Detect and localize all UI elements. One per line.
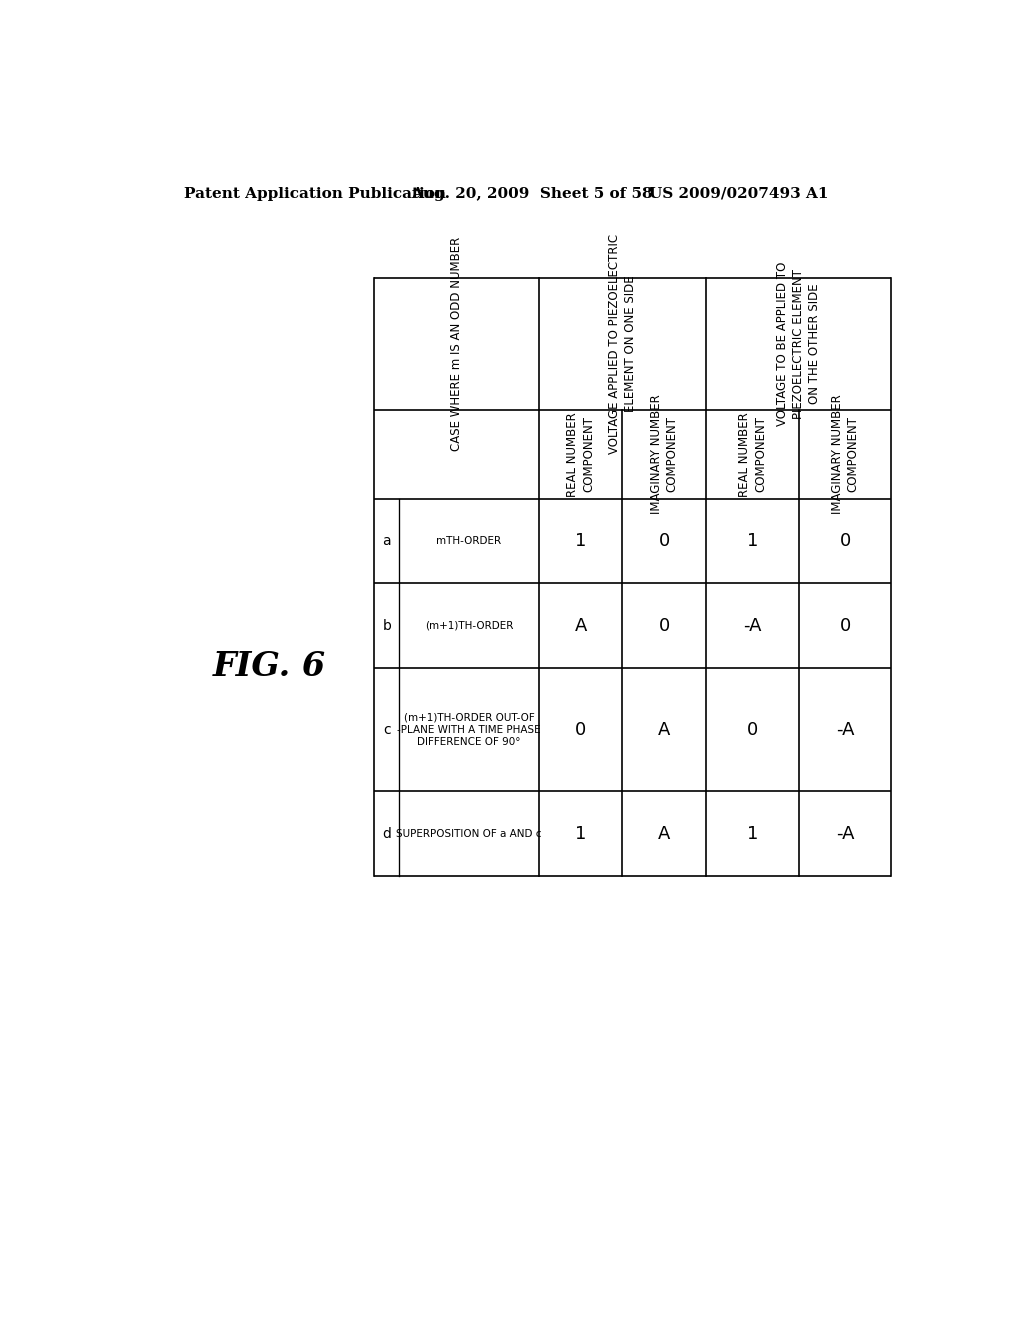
Text: 0: 0 [658,616,670,635]
Text: mTH-ORDER: mTH-ORDER [436,536,502,546]
Text: 0: 0 [840,616,851,635]
Text: c: c [383,723,391,737]
Text: REAL NUMBER
COMPONENT: REAL NUMBER COMPONENT [738,412,767,496]
Text: Aug. 20, 2009  Sheet 5 of 58: Aug. 20, 2009 Sheet 5 of 58 [411,187,652,201]
Text: -A: -A [743,616,762,635]
Text: VOLTAGE TO BE APPLIED TO
PIEZOELECTRIC ELEMENT
ON THE OTHER SIDE: VOLTAGE TO BE APPLIED TO PIEZOELECTRIC E… [776,261,821,426]
Text: 0: 0 [840,532,851,550]
Text: REAL NUMBER
COMPONENT: REAL NUMBER COMPONENT [566,412,595,496]
Text: Patent Application Publication: Patent Application Publication [183,187,445,201]
Text: 0: 0 [658,532,670,550]
Text: d: d [382,826,391,841]
Text: A: A [574,616,587,635]
Text: 1: 1 [574,532,587,550]
Text: 1: 1 [746,532,759,550]
Text: IMAGINARY NUMBER
COMPONENT: IMAGINARY NUMBER COMPONENT [650,395,679,515]
Text: 1: 1 [574,825,587,842]
Text: A: A [658,825,671,842]
Text: 1: 1 [746,825,759,842]
Text: -A: -A [836,825,854,842]
Text: IMAGINARY NUMBER
COMPONENT: IMAGINARY NUMBER COMPONENT [830,395,860,515]
Text: A: A [658,721,671,739]
Text: a: a [383,535,391,548]
Text: (m+1)TH-ORDER OUT-OF
-PLANE WITH A TIME PHASE
DIFFERENCE OF 90°: (m+1)TH-ORDER OUT-OF -PLANE WITH A TIME … [397,713,541,747]
Text: 0: 0 [748,721,759,739]
Text: VOLTAGE APPLIED TO PIEZOELECTRIC
ELEMENT ON ONE SIDE: VOLTAGE APPLIED TO PIEZOELECTRIC ELEMENT… [608,234,637,454]
Text: SUPERPOSITION OF a AND c: SUPERPOSITION OF a AND c [396,829,542,838]
Text: FIG. 6: FIG. 6 [213,651,327,684]
Text: -A: -A [836,721,854,739]
Text: 0: 0 [574,721,586,739]
Text: (m+1)TH-ORDER: (m+1)TH-ORDER [425,620,513,631]
Text: b: b [382,619,391,632]
Text: US 2009/0207493 A1: US 2009/0207493 A1 [649,187,828,201]
Text: CASE WHERE m IS AN ODD NUMBER: CASE WHERE m IS AN ODD NUMBER [451,236,463,451]
